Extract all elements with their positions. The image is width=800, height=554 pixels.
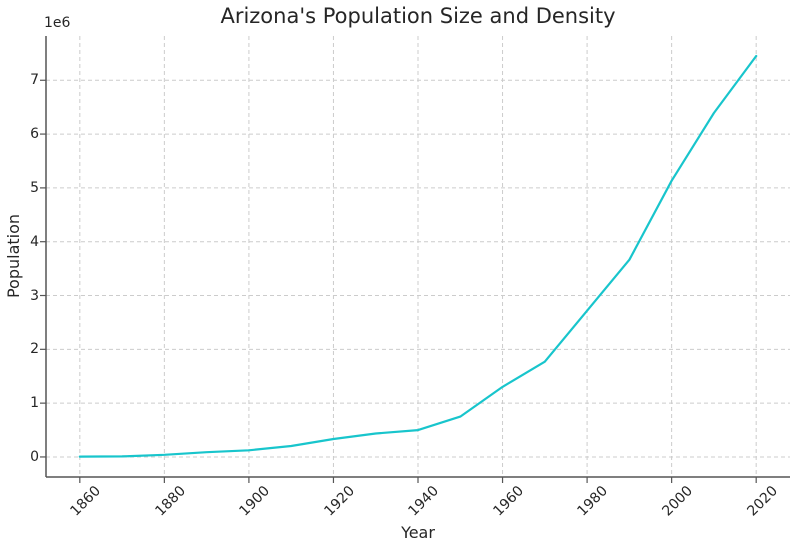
y-tick-label: 4	[30, 233, 39, 250]
y-tick-label: 0	[30, 448, 39, 465]
y-tick-label: 7	[30, 72, 39, 89]
y-tick-label: 1	[30, 395, 39, 412]
y-axis-offset-label: 1e6	[44, 15, 71, 31]
population-line	[78, 54, 758, 458]
y-tick-label: 3	[30, 287, 39, 304]
y-tick-label: 2	[30, 341, 39, 358]
chart-title: Arizona's Population Size and Density	[220, 4, 616, 28]
x-axis-label: Year	[401, 523, 435, 542]
y-tick-label: 5	[30, 179, 39, 196]
y-tick-label: 6	[30, 126, 39, 143]
